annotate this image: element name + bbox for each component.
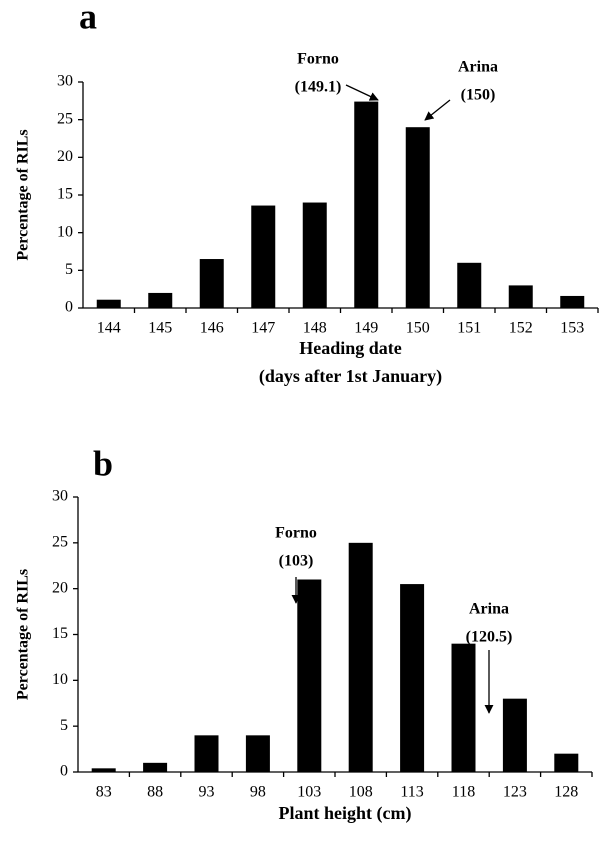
x-tick-label: 152: [509, 320, 533, 337]
x-tick-label: 88: [147, 784, 163, 801]
x-tick-label: 98: [250, 784, 266, 801]
x-tick-label: 93: [199, 784, 215, 801]
bar: [348, 542, 373, 772]
bar: [502, 698, 527, 772]
y-tick-label: 25: [57, 110, 73, 127]
y-tick-label: 15: [52, 625, 68, 642]
y-tick-label: 30: [52, 488, 68, 505]
annotation: (150): [461, 87, 496, 104]
bar: [457, 262, 482, 308]
y-tick-label: 5: [65, 261, 73, 278]
y-axis-label: Percentage of RILs: [15, 129, 32, 260]
x-tick-label: 151: [457, 320, 481, 337]
x-axis-label: (days after 1st January): [259, 366, 442, 387]
x-tick-label: 149: [354, 320, 378, 337]
x-tick-label: 108: [349, 784, 373, 801]
panel-label: b: [93, 443, 113, 483]
bar: [148, 292, 173, 308]
bar: [451, 643, 476, 772]
annotation: Arina: [469, 601, 509, 618]
annotation: Forno: [297, 51, 339, 68]
annotation: (103): [279, 553, 314, 570]
y-tick-label: 0: [65, 299, 73, 316]
arrow: [345, 84, 379, 101]
bar: [560, 295, 585, 308]
bar: [143, 762, 168, 772]
bar: [354, 101, 379, 308]
x-tick-label: 144: [97, 320, 121, 337]
bar: [297, 579, 322, 772]
bar: [508, 285, 533, 308]
x-tick-label: 146: [200, 320, 224, 337]
annotation: (149.1): [295, 79, 342, 96]
bar: [96, 299, 121, 308]
bar: [194, 735, 219, 772]
x-tick-label: 128: [554, 784, 578, 801]
panel-label: a: [79, 0, 97, 36]
annotation: Forno: [275, 525, 317, 542]
annotation: (120.5): [466, 629, 513, 646]
x-tick-label: 83: [96, 784, 112, 801]
y-tick-label: 15: [57, 186, 73, 203]
x-tick-label: 123: [503, 784, 527, 801]
y-tick-label: 5: [60, 717, 68, 734]
bar: [405, 127, 430, 308]
annotation: Arina: [458, 59, 498, 76]
bar: [251, 205, 276, 308]
x-tick-label: 150: [406, 320, 430, 337]
bar: [400, 584, 425, 772]
y-axis-label: Percentage of RILs: [15, 569, 32, 700]
bar: [245, 735, 270, 772]
x-tick-label: 153: [560, 320, 584, 337]
x-tick-label: 118: [452, 784, 475, 801]
x-tick-label: 145: [148, 320, 172, 337]
bar: [302, 202, 327, 308]
y-tick-label: 10: [52, 671, 68, 688]
bar: [91, 768, 116, 772]
y-tick-label: 30: [57, 73, 73, 90]
bar: [199, 259, 224, 308]
arrow: [424, 99, 451, 121]
y-tick-label: 25: [52, 534, 68, 551]
x-tick-label: 103: [297, 784, 321, 801]
x-axis-label: Heading date: [299, 338, 402, 358]
x-tick-label: 113: [400, 784, 423, 801]
y-tick-label: 10: [57, 223, 73, 240]
y-tick-label: 20: [52, 579, 68, 596]
x-axis-label: Plant height (cm): [279, 803, 412, 824]
x-tick-label: 148: [303, 320, 327, 337]
y-tick-label: 0: [60, 763, 68, 780]
x-tick-label: 147: [251, 320, 275, 337]
bar: [554, 753, 579, 772]
y-tick-label: 20: [57, 148, 73, 165]
